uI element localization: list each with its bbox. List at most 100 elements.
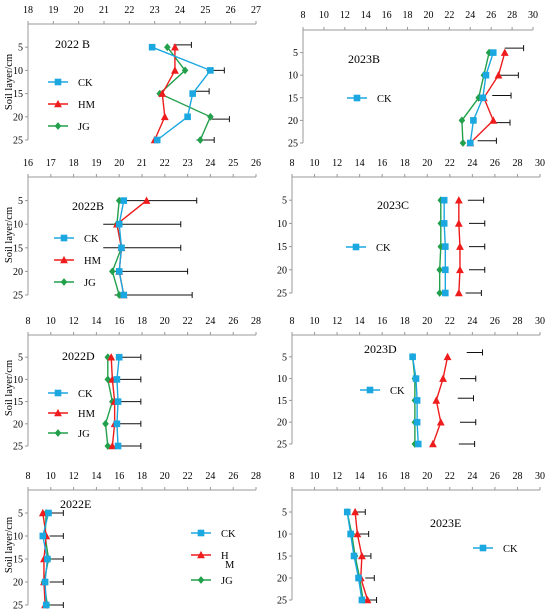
legend-label: CK [84,234,99,245]
data-point-CK [115,220,123,228]
data-point-HM [439,374,447,382]
error-bar [49,579,64,585]
y-tick-label: 20 [13,267,23,278]
x-tick-label: 19 [91,158,101,169]
error-bar [110,268,189,275]
x-tick-label: 22 [124,5,134,16]
legend-item-CK: CK [347,94,392,105]
x-tick-label: 25 [200,5,210,16]
x-tick-label: 20 [423,10,433,21]
data-point-CK [120,197,128,204]
data-point-CK [115,268,123,275]
x-tick-label: 14 [355,158,365,169]
legend-label: CK [377,94,392,105]
legend-label: JG [84,278,96,289]
x-tick-label: 12 [332,158,342,169]
data-point-HM [171,66,179,74]
x-tick-label: 16 [114,471,124,482]
data-point-CK [118,244,125,252]
data-point-HM [160,112,169,121]
error-bar [359,531,370,537]
x-tick-label: 22 [183,316,193,327]
panel-label: 2023C [377,198,409,212]
legend-item-CK: CK [473,544,518,555]
x-tick-label: 16 [377,158,387,169]
y-tick-label: 10 [277,374,287,385]
y-tick-label: 5 [18,43,23,54]
y-tick-label: 5 [282,508,287,519]
x-tick-label: 20 [422,471,432,482]
panel-2023B: 8 10 12 14 16 18 20 22 24 26 28 30 5 10 15 20 25 2023B CK [288,10,538,150]
legend-label: HM [78,409,96,420]
data-point-CK [114,398,122,405]
x-tick-label: 16 [377,316,387,327]
data-point-HM [494,71,503,79]
data-point-JG [458,116,466,125]
y-tick-label: 10 [277,219,287,230]
x-tick-label: 22 [445,316,455,327]
legend-marker [353,94,361,102]
x-tick-label: 10 [310,471,320,482]
x-tick-label: 24 [205,316,215,327]
y-tick-label: 20 [288,116,298,127]
y-axis-title: Soil layer/cm [4,360,15,416]
legend-marker [54,78,62,86]
x-tick-label: 17 [46,158,56,169]
data-point-HM [158,89,167,97]
y-axis-title: Soil layer/cm [4,517,15,573]
data-point-CK [189,90,196,97]
legend-label: CK [221,529,236,540]
data-point-CK [482,71,490,79]
error-bar [477,137,497,144]
data-point-CK [42,601,50,609]
y-tick-label: 25 [13,442,23,453]
data-point-CK [120,291,128,299]
error-bar [114,292,193,298]
data-point-JG [102,419,109,428]
data-point-CK [413,397,421,404]
x-tick-label: 10 [319,10,329,21]
data-point-CK [153,136,161,144]
legend-item-CK: CK [191,529,236,540]
data-point-HM [363,595,372,604]
y-tick-label: 20 [277,418,287,429]
y-tick-label: 20 [13,112,23,123]
y-tick-label: 25 [277,440,287,451]
data-point-CK [414,440,422,448]
error-bar [504,45,525,52]
legend-marker [54,389,62,397]
legend-label: CK [503,544,518,555]
y-tick-label: 15 [13,555,23,566]
data-point-HM [500,48,509,56]
y-tick-label: 20 [13,419,23,430]
x-tick-label: 8 [26,316,31,327]
data-point-JG [436,289,443,297]
data-point-HM [456,242,464,250]
x-tick-label: 14 [91,316,101,327]
x-tick-label: 22 [445,471,455,482]
x-tick-label: 28 [507,10,517,21]
legend-label: H [221,551,229,562]
data-point-CK [358,596,366,604]
x-tick-label: 16 [377,471,387,482]
x-tick-label: 20 [114,158,124,169]
data-point-CK [413,418,421,426]
data-point-HM [454,196,463,204]
x-tick-label: 14 [355,316,365,327]
y-tick-label: 5 [293,48,298,59]
x-tick-label: 14 [91,471,101,482]
legend-marker [479,544,487,552]
x-tick-label: 22 [445,158,455,169]
data-point-CK [350,552,358,560]
x-tick-label: 18 [400,471,410,482]
data-point-JG [181,66,189,75]
x-tick-label: 10 [310,316,320,327]
y-tick-label: 5 [282,352,287,363]
error-bar [49,556,64,562]
error-bar [468,220,486,227]
error-bar [49,510,64,516]
x-tick-label: 24 [205,158,215,169]
x-tick-label: 8 [290,471,295,482]
x-tick-label: 10 [46,471,56,482]
